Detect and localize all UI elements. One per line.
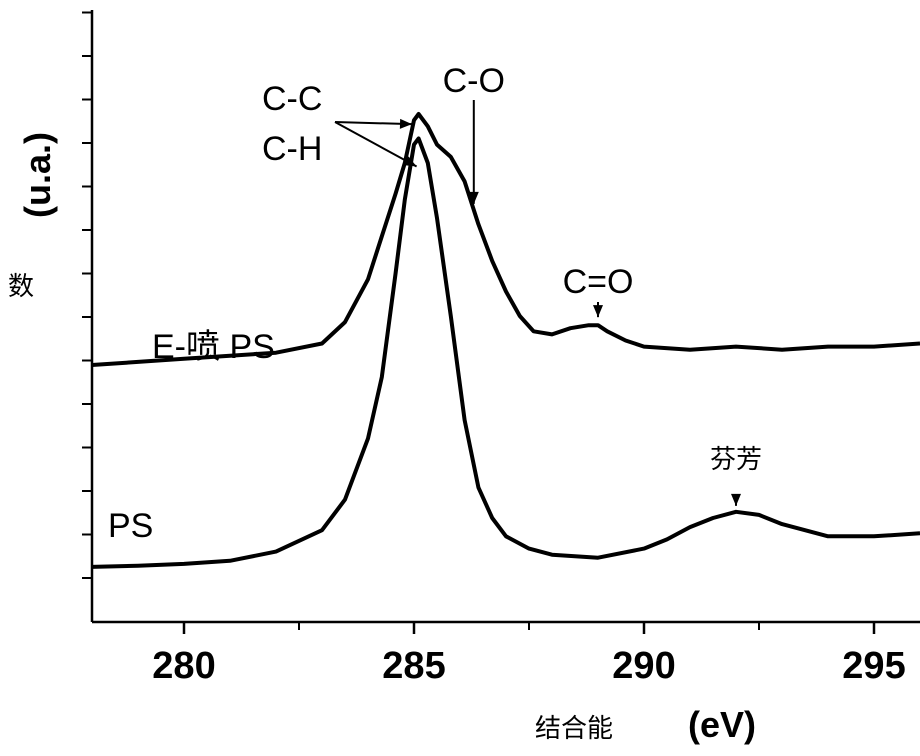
annotation-arrow-head <box>731 494 741 506</box>
x-tick-label: 295 <box>842 645 905 687</box>
annotation-label: C-C <box>262 80 322 118</box>
annotation-label: 芬芳 <box>710 445 762 475</box>
x-axis-label: 结合能 <box>535 714 613 744</box>
annotation-arrow-head <box>400 119 412 129</box>
x-axis-unit: (eV) <box>688 704 756 745</box>
annotation-arrow <box>335 122 417 167</box>
ticks: 280 285 290 295 <box>152 622 905 687</box>
series-label-ps: PS <box>108 507 153 545</box>
annotation-label: C-O <box>443 62 505 100</box>
annotations: C-C C-H C-O C=O 芬芳 <box>262 62 762 506</box>
x-tick-label: 280 <box>152 645 215 687</box>
y-axis-unit: (u.a.) <box>17 132 58 218</box>
annotation-label: C-H <box>262 130 322 168</box>
annotation-arrow-head <box>593 305 603 317</box>
annotation-label: C=O <box>563 263 634 301</box>
x-tick-label: 290 <box>612 645 675 687</box>
series-label-eps: E-喷 PS <box>152 328 275 366</box>
x-tick-label: 285 <box>382 645 445 687</box>
y-axis-label: 数 <box>8 272 34 302</box>
